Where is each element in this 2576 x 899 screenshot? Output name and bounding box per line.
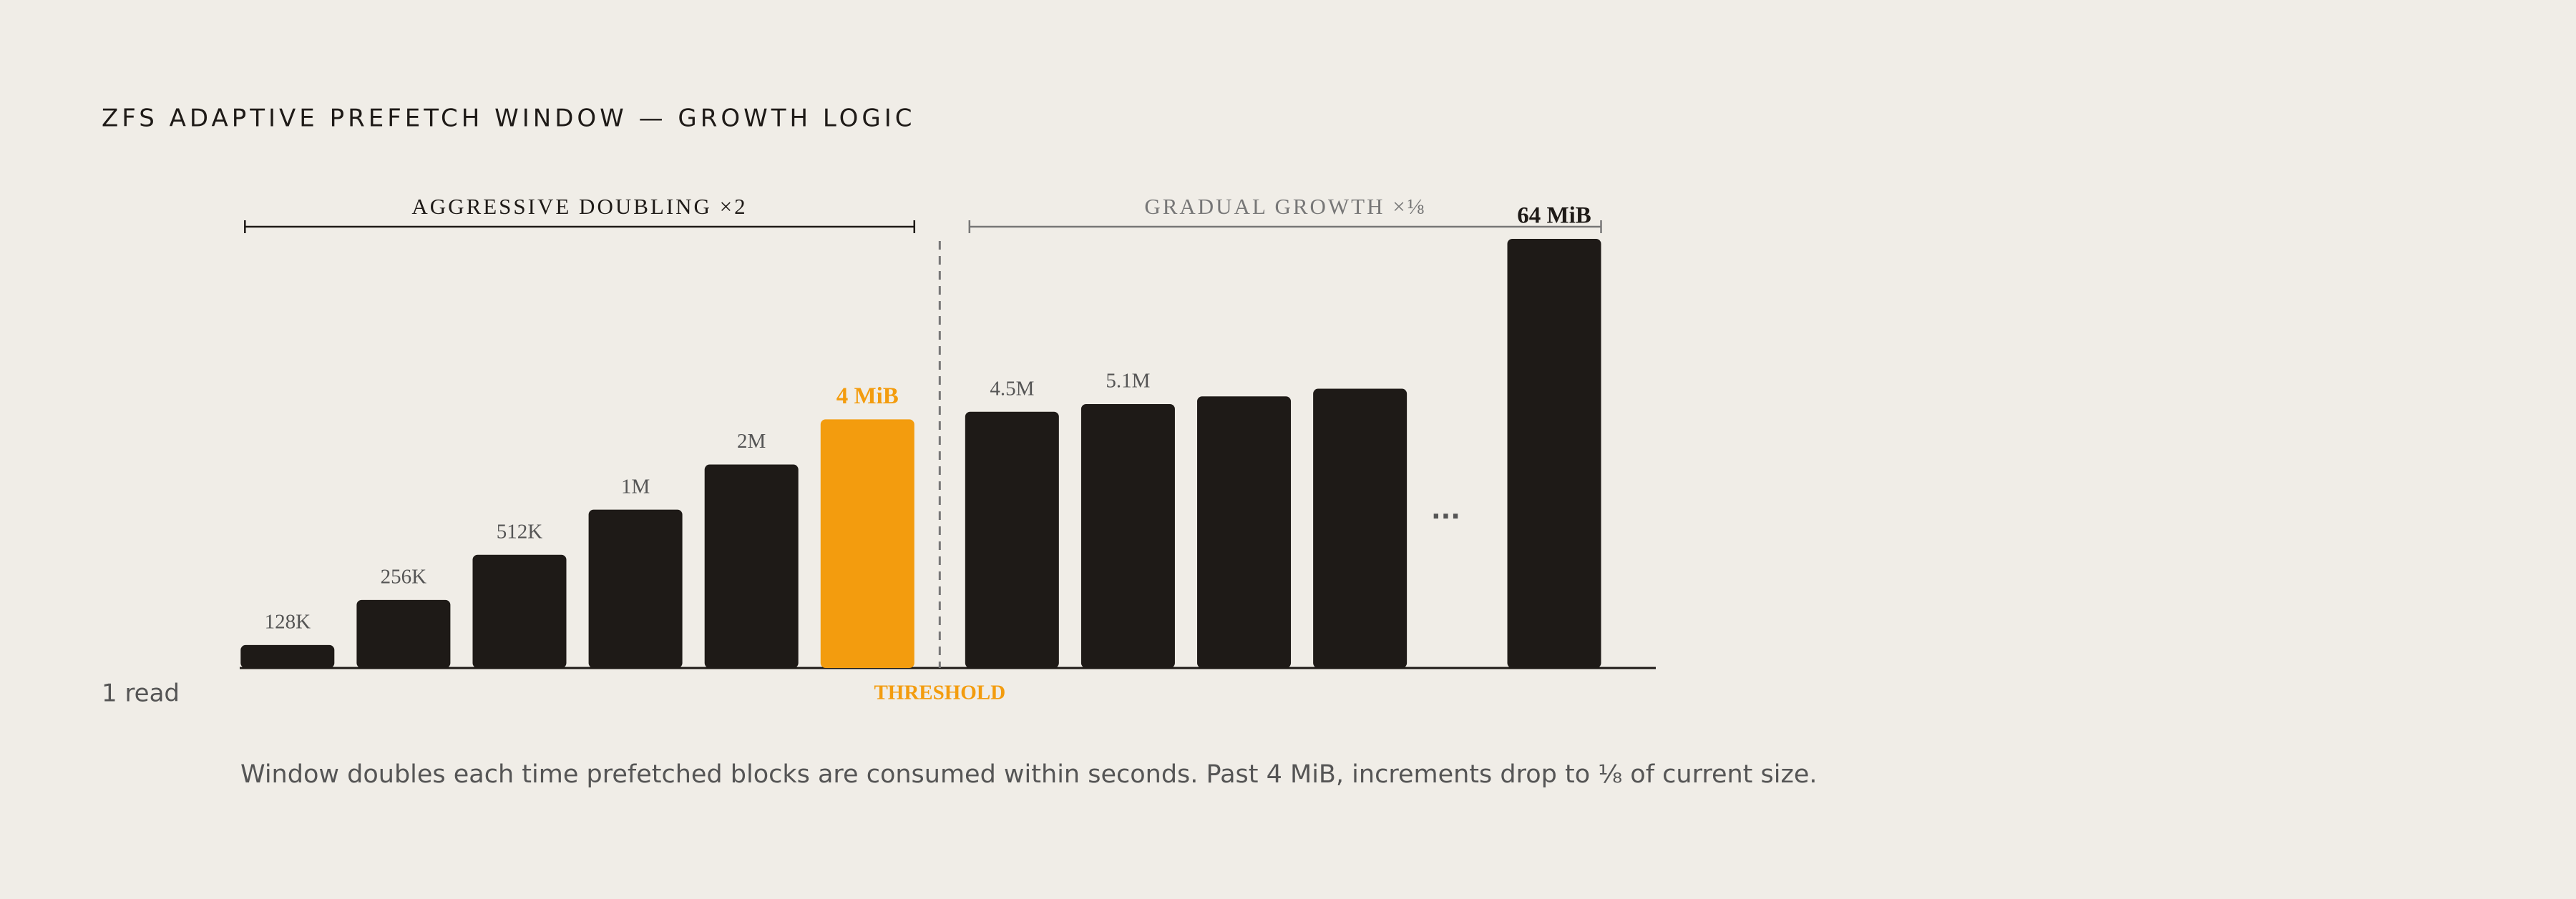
threshold-label: THRESHOLD bbox=[874, 682, 1005, 704]
value-label: 4 MiB bbox=[836, 383, 899, 409]
value-label: 256K bbox=[381, 565, 427, 588]
bar bbox=[704, 464, 799, 668]
caption: Window doubles each time prefetched bloc… bbox=[240, 760, 1818, 789]
value-label: 4.5M bbox=[990, 377, 1034, 400]
bar bbox=[965, 411, 1059, 668]
baseline-label: 1 read bbox=[102, 679, 180, 708]
value-label: 64 MiB bbox=[1517, 203, 1591, 229]
bar bbox=[1313, 388, 1407, 668]
bar bbox=[1080, 403, 1175, 668]
ellipsis: ... bbox=[1431, 496, 1460, 525]
value-label: 128K bbox=[265, 611, 311, 634]
bar bbox=[588, 509, 683, 668]
bar bbox=[1197, 396, 1292, 668]
value-label: 1M bbox=[621, 475, 650, 498]
bar bbox=[1507, 239, 1601, 668]
bracket-label: AGGRESSIVE DOUBLING ×2 bbox=[411, 194, 747, 219]
bracket-label: GRADUAL GROWTH ×⅛ bbox=[1144, 194, 1426, 219]
chart-title: ZFS ADAPTIVE PREFETCH WINDOW — GROWTH LO… bbox=[102, 104, 915, 133]
value-label: 2M bbox=[737, 430, 766, 453]
bar bbox=[240, 644, 335, 668]
bar bbox=[820, 419, 914, 668]
bar bbox=[356, 599, 451, 668]
value-label: 512K bbox=[497, 520, 543, 543]
value-label: 5.1M bbox=[1106, 370, 1150, 393]
bar bbox=[472, 554, 567, 668]
